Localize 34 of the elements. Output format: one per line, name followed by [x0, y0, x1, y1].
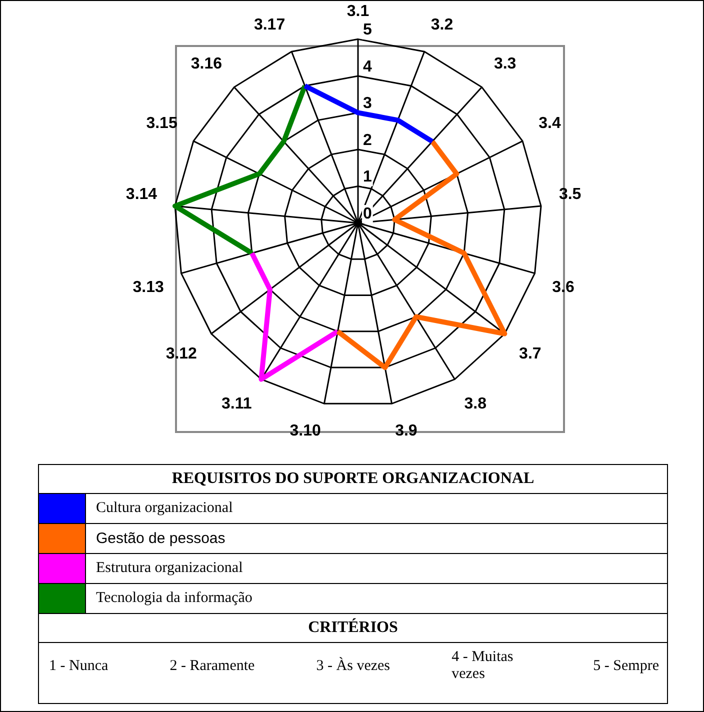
spoke-label: 3.16: [190, 56, 222, 73]
text: 2 - Raramente: [170, 658, 255, 674]
legend-label: Cultura organizacional: [86, 494, 668, 524]
spoke-label: 3.12: [166, 346, 198, 363]
spoke-label: 3.9: [395, 422, 418, 440]
text: 4 - Muitas vezes: [452, 649, 514, 683]
legend-label: Estrutura organizacional: [86, 554, 668, 584]
spoke-label: 3.4: [538, 114, 561, 132]
spoke-label: 3.11: [222, 396, 252, 413]
spoke-label: 3.8: [464, 396, 487, 413]
legend-label: Gestão de pessoas: [86, 524, 668, 554]
y-tick-label: 4: [363, 58, 372, 76]
spoke-label: 3.14: [126, 186, 158, 204]
spoke-label: 3.15: [146, 114, 178, 132]
spoke-label: 3.1: [346, 3, 370, 20]
spoke-label: 3.10: [290, 422, 322, 440]
spoke-label: 3.13: [132, 279, 164, 296]
spoke-label: 3.7: [519, 346, 542, 363]
spoke-label: 3.17: [254, 16, 286, 34]
legend-title: REQUISITOS DO SUPORTE ORGANIZACIONAL: [38, 464, 668, 494]
y-tick-label: 3: [363, 95, 372, 112]
text: CRITÉRIOS: [38, 614, 668, 642]
y-tick-label: 0: [363, 205, 372, 222]
y-tick-label: 1: [363, 168, 372, 186]
spoke-label: 3.2: [430, 16, 454, 34]
text: 5 - Sempre: [593, 658, 659, 674]
legend-label: Tecnologia da informação: [86, 584, 668, 614]
text: 1 - Nunca: [49, 658, 108, 674]
y-tick-label: 5: [363, 22, 372, 39]
y-tick-label: 2: [363, 132, 372, 149]
spoke-label: 3.3: [494, 56, 516, 73]
spoke-label: 3.6: [552, 279, 574, 296]
spoke-label: 3.5: [558, 186, 582, 204]
text: 3 - Às vezes: [316, 658, 390, 674]
